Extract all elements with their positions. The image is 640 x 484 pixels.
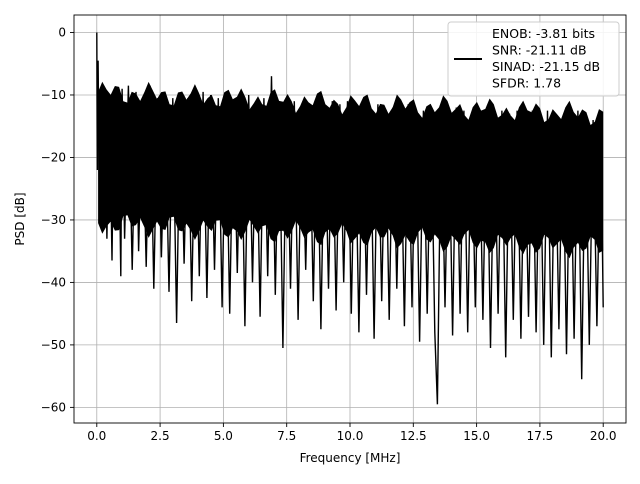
y-tick-label: −50 (41, 338, 66, 352)
y-tick-layer: 0 −10 −20 −30 −40 −50 −60 (41, 25, 74, 414)
x-axis-label: Frequency [MHz] (300, 451, 401, 465)
legend-snr: SNR: -21.11 dB (492, 43, 587, 58)
psd-series-line (96, 32, 604, 405)
x-tick-label: 15.0 (463, 429, 490, 443)
y-axis-label: PSD [dB] (13, 192, 27, 245)
x-tick-label: 12.5 (400, 429, 427, 443)
x-tick-label: 2.5 (151, 429, 170, 443)
y-tick-label: 0 (58, 25, 66, 39)
x-tick-layer: 0.0 2.5 5.0 7.5 10.0 12.5 15.0 17.5 20.0 (87, 423, 617, 443)
y-tick-label: −30 (41, 213, 66, 227)
x-tick-label: 20.0 (590, 429, 617, 443)
y-tick-label: −10 (41, 88, 66, 102)
legend-enob: ENOB: -3.81 bits (492, 26, 595, 41)
x-tick-label: 0.0 (87, 429, 106, 443)
y-tick-label: −20 (41, 150, 66, 164)
x-tick-label: 10.0 (337, 429, 364, 443)
x-tick-label: 7.5 (277, 429, 296, 443)
x-tick-label: 17.5 (527, 429, 554, 443)
legend: ENOB: -3.81 bits SNR: -21.11 dB SINAD: -… (447, 21, 620, 97)
plot-layer (96, 32, 604, 405)
y-tick-label: −40 (41, 275, 66, 289)
legend-box (447, 21, 620, 97)
x-tick-label: 5.0 (214, 429, 233, 443)
y-tick-label: −60 (41, 400, 66, 414)
legend-sfdr: SFDR: 1.78 (492, 76, 561, 91)
legend-sinad: SINAD: -21.15 dB (492, 59, 600, 74)
